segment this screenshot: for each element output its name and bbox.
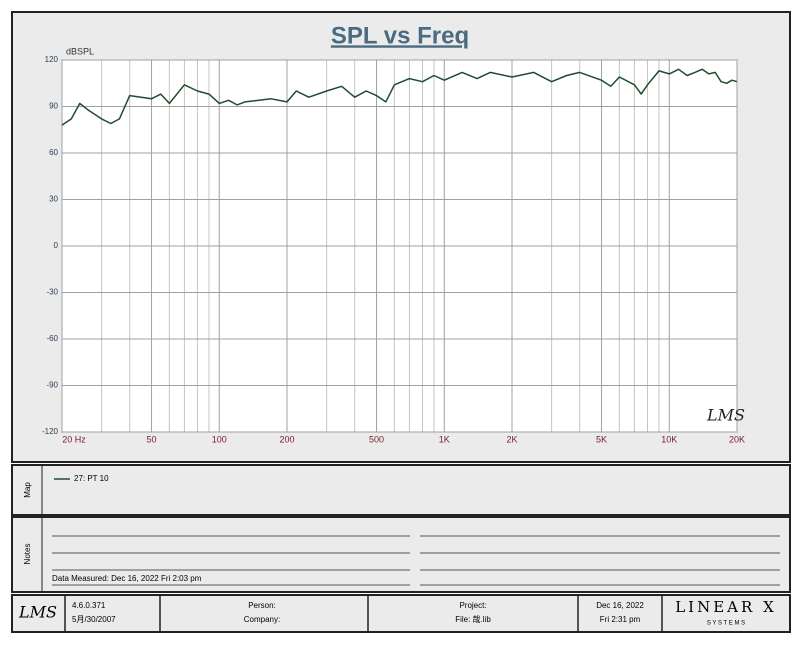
version: 4.6.0.371 bbox=[72, 601, 106, 610]
date: Dec 16, 2022 bbox=[596, 601, 644, 610]
person: Person: bbox=[248, 601, 276, 610]
footer-dividers bbox=[64, 595, 663, 632]
brand: LINEAR X bbox=[675, 598, 777, 616]
y-tick-label: -120 bbox=[42, 427, 59, 436]
y-tick-label: 30 bbox=[49, 195, 58, 204]
y-tick-label: 90 bbox=[49, 102, 58, 111]
company: Company: bbox=[244, 615, 280, 624]
y-tick-label: 0 bbox=[54, 241, 59, 250]
x-tick-label: 1K bbox=[439, 434, 450, 444]
x-tick-label: 200 bbox=[279, 434, 294, 444]
grid bbox=[61, 59, 738, 433]
series-line bbox=[61, 68, 738, 126]
legend-label: 27: PT 10 bbox=[74, 474, 109, 483]
x-tick-label: 20K bbox=[729, 434, 745, 444]
measured-note: Data Measured: Dec 16, 2022 Fri 2:03 pm bbox=[52, 574, 202, 583]
x-tick-label: 500 bbox=[369, 434, 384, 444]
y-tick-label: 60 bbox=[49, 148, 58, 157]
watermark: LMS bbox=[706, 406, 745, 425]
notes-label: Notes bbox=[23, 544, 32, 565]
x-tick-label: 50 bbox=[147, 434, 157, 444]
map-panel bbox=[11, 464, 791, 516]
map-label: Map bbox=[23, 482, 32, 498]
notes-panel bbox=[11, 516, 791, 593]
project: Project: bbox=[459, 601, 486, 610]
y-tick-label: -60 bbox=[46, 334, 58, 343]
time: Fri 2:31 pm bbox=[600, 615, 641, 624]
footer bbox=[11, 594, 791, 633]
brand-sub: S Y S T E M S bbox=[707, 621, 745, 627]
chart-title: SPL vs Freq bbox=[331, 22, 469, 49]
build-date: 5月/30/2007 bbox=[72, 615, 116, 624]
file: File: 哉.lib bbox=[455, 614, 491, 624]
y-axis-label: dBSPL bbox=[66, 46, 94, 56]
x-tick-label: 20 Hz bbox=[62, 434, 86, 444]
note-lines bbox=[52, 535, 780, 586]
x-tick-label: 5K bbox=[596, 434, 607, 444]
footer-logo: LMS bbox=[18, 603, 57, 622]
x-tick-label: 2K bbox=[506, 434, 517, 444]
x-tick-label: 100 bbox=[212, 434, 227, 444]
y-tick-label: -90 bbox=[46, 381, 58, 390]
x-tick-label: 10K bbox=[661, 434, 677, 444]
y-tick-label: 120 bbox=[45, 55, 59, 64]
y-tick-label: -30 bbox=[46, 288, 58, 297]
